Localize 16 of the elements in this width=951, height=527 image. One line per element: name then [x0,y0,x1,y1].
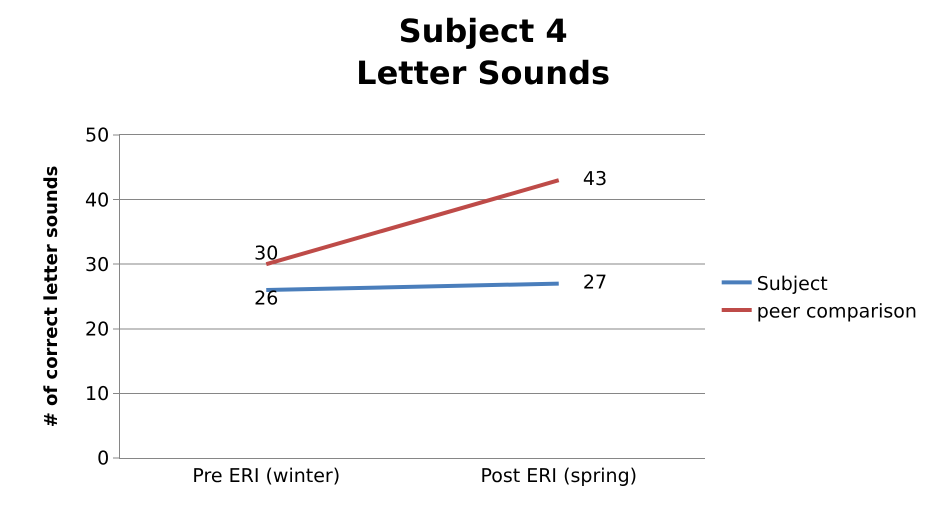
legend-label: peer comparison [756,300,917,322]
y-tick-label: 20 [85,318,110,340]
y-tick-label: 50 [85,124,110,147]
data-label: 30 [254,242,278,264]
data-label: 26 [254,287,278,310]
x-tick-label: Post ERI (spring) [480,464,638,487]
chart-title: Subject 4 Letter Sounds [356,12,610,92]
y-tick-label: 0 [97,448,110,470]
y-axis-title: # of correct letter sounds [41,166,62,428]
y-tick-label: 10 [85,383,110,406]
x-tick-label: Pre ERI (winter) [192,464,340,487]
y-tick-label: 40 [85,189,110,212]
data-label: 43 [558,168,608,190]
data-label: 27 [558,271,608,294]
y-tick-label: 30 [85,254,110,276]
legend-label: Subject [756,272,828,295]
